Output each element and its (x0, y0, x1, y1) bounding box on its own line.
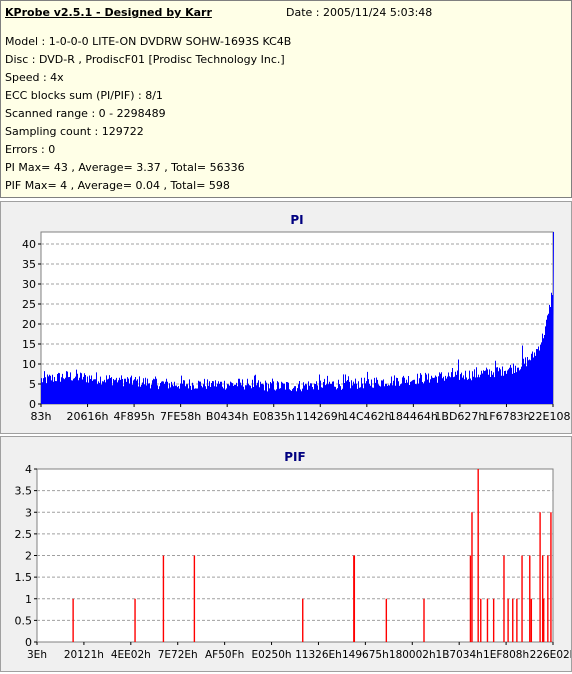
y-tick-label: 0.5 (15, 614, 33, 627)
model-line: Model : 1-0-0-0 LITE-ON DVDRW SOHW-1693S… (5, 35, 292, 48)
x-tick-label: 114269h (296, 410, 345, 423)
y-tick-label: 35 (22, 258, 36, 271)
speed-line: Speed : 4x (5, 71, 64, 84)
y-tick-label: 25 (22, 298, 36, 311)
x-tick-label: 83h (31, 410, 52, 423)
x-tick-label: 184464h (389, 410, 438, 423)
app-title: KProbe v2.5.1 - Designed by Karr (5, 6, 212, 19)
y-tick-label: 1 (25, 593, 32, 606)
x-tick-label: 4F895h (113, 410, 154, 423)
range-line: Scanned range : 0 - 2298489 (5, 107, 166, 120)
x-tick-label: 3Eh (27, 649, 47, 661)
y-tick-label: 30 (22, 278, 36, 291)
x-tick-label: 22E108h (529, 410, 571, 423)
x-tick-label: 20616h (67, 410, 109, 423)
pi-chart-panel: PI 0 5 10 15 20 25 30 35 40 83h 20616h 4F895h 7FE58h B… (0, 201, 572, 434)
x-tick-label: 7E72Eh (158, 649, 198, 661)
chart-title: PIF (284, 450, 305, 464)
y-tick-label: 40 (22, 238, 36, 251)
y-tick-label: 4 (25, 463, 32, 476)
y-tick-label: 20 (22, 318, 36, 331)
pi-summary-line: PI Max= 43 , Average= 3.37 , Total= 5633… (5, 161, 245, 174)
x-tick-label: E0835h (253, 410, 295, 423)
sampling-line: Sampling count : 129722 (5, 125, 144, 138)
x-tick-label: 20121h (64, 649, 104, 661)
scan-date: Date : 2005/11/24 5:03:48 (286, 6, 433, 19)
x-tick-label: AF50Fh (205, 649, 244, 661)
info-panel: KProbe v2.5.1 - Designed by Karr Date : … (0, 0, 572, 198)
y-tick-label: 15 (22, 338, 36, 351)
y-tick-label: 0 (25, 636, 32, 649)
x-tick-label: 1EF808h (483, 649, 529, 661)
y-tick-label: 1.5 (15, 571, 33, 584)
disc-line: Disc : DVD-R , ProdiscF01 [Prodisc Techn… (5, 53, 285, 66)
ecc-line: ECC blocks sum (PI/PIF) : 8/1 (5, 89, 163, 102)
x-tick-label: 11326Eh (295, 649, 342, 661)
x-tick-label: 14C462h (342, 410, 392, 423)
x-tick-label: 1F6783h (482, 410, 530, 423)
pif-summary-line: PIF Max= 4 , Average= 0.04 , Total= 598 (5, 179, 230, 192)
pi-chart: PI 0 5 10 15 20 25 30 35 40 83h 20616h 4F895h 7FE58h B… (22, 213, 572, 423)
x-tick-label: 1B7034h (436, 649, 483, 661)
pif-chart: PIF 0 0.5 1 1.5 2 2.5 3 3.5 4 3Eh 20121h 4EE02h 7E72E… (15, 450, 572, 661)
y-tick-label: 5 (29, 378, 36, 391)
x-tick-label: 7FE58h (160, 410, 201, 423)
pif-chart-panel: PIF 0 0.5 1 1.5 2 2.5 3 3.5 4 3Eh 20121h 4EE02h 7E72E… (0, 436, 572, 672)
y-tick-label: 3 (25, 506, 32, 519)
x-tick-label: 4EE02h (111, 649, 151, 661)
errors-line: Errors : 0 (5, 143, 56, 156)
x-tick-label: 149675h (342, 649, 389, 661)
y-tick-label: 2.5 (15, 528, 33, 541)
pi-series-fill (41, 232, 554, 404)
plot-area (40, 231, 554, 405)
x-tick-label: 1BD627h (434, 410, 485, 423)
chart-title: PI (290, 213, 303, 227)
x-tick-label: B0434h (206, 410, 249, 423)
y-tick-label: 0 (29, 398, 36, 411)
y-tick-label: 10 (22, 358, 36, 371)
x-tick-label: 226E02h (530, 649, 571, 661)
x-tick-label: 180002h (389, 649, 436, 661)
y-tick-label: 3.5 (15, 485, 33, 498)
x-tick-label: E0250h (252, 649, 292, 661)
y-tick-label: 2 (25, 550, 32, 563)
